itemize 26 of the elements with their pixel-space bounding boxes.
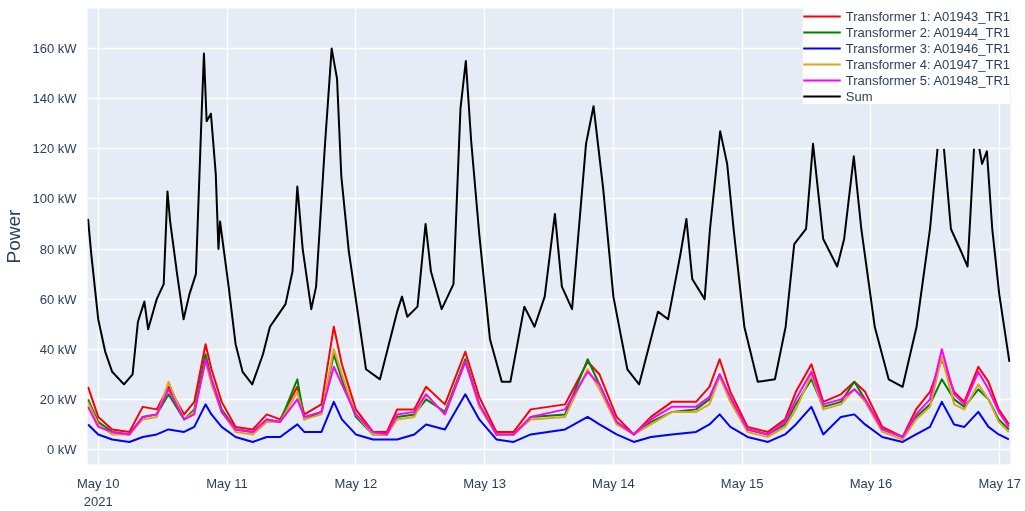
y-tick-label: 40 kW [39, 341, 78, 357]
line-series [87, 325, 1010, 438]
x-tick-label: May 13 [463, 475, 506, 491]
x-tick-label: May 15 [720, 475, 764, 491]
legend-label: Sum [845, 88, 873, 104]
legend-label: Transformer 1: A01943_TR1 [845, 8, 1010, 24]
y-tick-label: 20 kW [39, 391, 78, 407]
legend-label: Transformer 2: A01944_TR1 [845, 24, 1010, 40]
line-series [87, 393, 1010, 443]
y-tick-label: 160 kW [32, 41, 78, 57]
y-tick-label: 60 kW [39, 291, 78, 307]
y-axis-title: Power [3, 208, 25, 264]
y-tick-label: 140 kW [32, 91, 78, 107]
legend-label: Transformer 4: A01947_TR1 [845, 56, 1010, 72]
x-tick-label: May 11 [206, 475, 248, 491]
x-tick-label: May 17 [978, 475, 1022, 491]
legend-label: Transformer 3: A01946_TR1 [845, 40, 1010, 56]
x-tick-label: May 12 [334, 475, 378, 491]
x-tick-label: May 16 [849, 475, 893, 491]
x-tick-label: May 14 [592, 475, 635, 491]
legend-label: Transformer 5: A01948_TR1 [845, 72, 1010, 88]
y-tick-label: 120 kW [32, 141, 78, 157]
y-tick-label: 0 kW [46, 441, 78, 457]
y-tick-label: 100 kW [32, 191, 78, 207]
y-tick-label: 80 kW [39, 241, 78, 257]
x-tick-label: May 10 2021 [76, 475, 120, 509]
